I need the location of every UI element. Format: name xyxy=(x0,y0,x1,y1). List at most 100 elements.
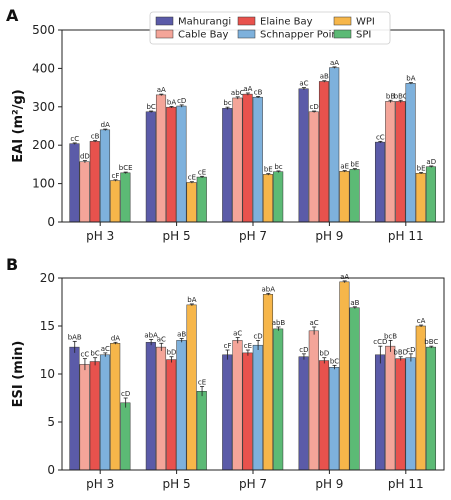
y-tick-label: 5 xyxy=(47,415,55,429)
bar xyxy=(120,172,131,223)
bar xyxy=(329,67,340,223)
legend-entry: WPI xyxy=(356,17,375,28)
significance-label: bB xyxy=(386,92,395,100)
bar xyxy=(339,281,350,471)
legend-entry: Cable Bay xyxy=(178,30,229,41)
bar xyxy=(318,81,330,223)
bar xyxy=(395,358,406,471)
bar xyxy=(99,354,111,471)
x-tick-label: pH 9 xyxy=(315,477,343,491)
legend-swatch xyxy=(237,16,256,26)
y-tick-label: 15 xyxy=(40,319,55,333)
significance-label: bBC xyxy=(424,338,438,346)
significance-label: aE xyxy=(340,163,349,171)
significance-label: aC xyxy=(310,319,319,327)
bar xyxy=(196,176,207,223)
significance-label: bcB xyxy=(384,332,397,340)
legend-swatch xyxy=(237,29,256,39)
significance-label: bE xyxy=(417,164,426,172)
legend-swatch xyxy=(333,16,352,26)
significance-label: cE xyxy=(188,174,196,182)
significance-label: aA xyxy=(157,86,166,94)
significance-label: bBD xyxy=(393,349,408,357)
significance-label: cD xyxy=(121,390,130,398)
bar xyxy=(145,342,156,471)
significance-label: aC xyxy=(157,335,166,343)
significance-label: cD xyxy=(406,346,415,354)
bar xyxy=(232,340,243,471)
significance-label: cCD xyxy=(373,338,387,346)
significance-label: aD xyxy=(426,158,436,166)
legend-entry: Schnapper Point xyxy=(260,30,342,41)
bar xyxy=(415,325,426,471)
significance-label: dA xyxy=(101,121,110,129)
legend-entry: Elaine Bay xyxy=(260,17,313,28)
significance-label: bA xyxy=(406,75,415,83)
y-tick-label: 500 xyxy=(32,23,55,37)
y-tick-label: 300 xyxy=(32,100,55,114)
significance-label: aC xyxy=(101,345,110,353)
significance-label: cD xyxy=(309,103,318,111)
bar xyxy=(186,304,197,471)
y-tick-label: 400 xyxy=(32,61,55,75)
bar xyxy=(155,346,167,471)
significance-label: abA xyxy=(262,285,276,293)
x-tick-label: pH 5 xyxy=(163,229,191,243)
bar xyxy=(395,101,406,223)
significance-label: abB xyxy=(272,319,286,327)
significance-label: cC xyxy=(81,351,90,359)
legend: Mahurangi Cable Bay Elaine Bay Schnapper Po… xyxy=(149,11,391,45)
significance-label: bCE xyxy=(119,164,133,172)
significance-label: bC xyxy=(90,350,99,358)
significance-label: cD xyxy=(299,346,308,354)
significance-label: abC xyxy=(231,89,245,97)
significance-label: aB xyxy=(320,73,329,81)
significance-label: bAB xyxy=(68,333,82,341)
significance-label: dD xyxy=(80,153,90,161)
significance-label: bA xyxy=(187,296,196,304)
bar xyxy=(155,94,167,223)
significance-label: cD xyxy=(253,332,262,340)
panel-label: B xyxy=(6,255,18,274)
significance-label: aC xyxy=(299,80,308,88)
significance-label: cA xyxy=(417,317,426,325)
significance-label: cF xyxy=(112,172,120,180)
x-tick-label: pH 5 xyxy=(163,477,191,491)
significance-label: aA xyxy=(330,59,339,67)
bar xyxy=(89,361,100,471)
y-axis-label: ESI (min) xyxy=(11,341,26,408)
bar xyxy=(252,344,263,471)
significance-label: aC xyxy=(233,330,242,338)
bar xyxy=(232,97,243,223)
bar xyxy=(262,174,274,223)
bar xyxy=(339,171,350,223)
bar xyxy=(415,172,426,223)
bar xyxy=(374,354,386,471)
significance-label: cE xyxy=(244,342,252,350)
bar xyxy=(145,111,156,223)
bar xyxy=(110,180,121,223)
significance-label: cE xyxy=(198,378,206,386)
significance-label: dA xyxy=(111,334,120,342)
x-tick-label: pH 3 xyxy=(86,477,114,491)
significance-label: bC xyxy=(146,103,155,111)
significance-label: bE xyxy=(350,161,359,169)
significance-label: cC xyxy=(376,133,385,141)
bar xyxy=(79,364,90,471)
x-tick-label: pH 3 xyxy=(86,229,114,243)
significance-label: cF xyxy=(224,342,232,350)
bar xyxy=(166,106,177,223)
legend-swatch xyxy=(155,29,174,39)
significance-label: bBC xyxy=(394,92,408,100)
significance-label: cB xyxy=(91,133,100,141)
bar xyxy=(385,345,396,471)
significance-label: aA xyxy=(340,273,349,281)
significance-label: cB xyxy=(254,88,263,96)
significance-label: cE xyxy=(198,168,206,176)
bar xyxy=(99,129,111,223)
y-tick-label: 20 xyxy=(40,271,55,285)
bar xyxy=(110,343,121,471)
significance-label: bc xyxy=(274,163,282,171)
bar xyxy=(69,143,80,223)
